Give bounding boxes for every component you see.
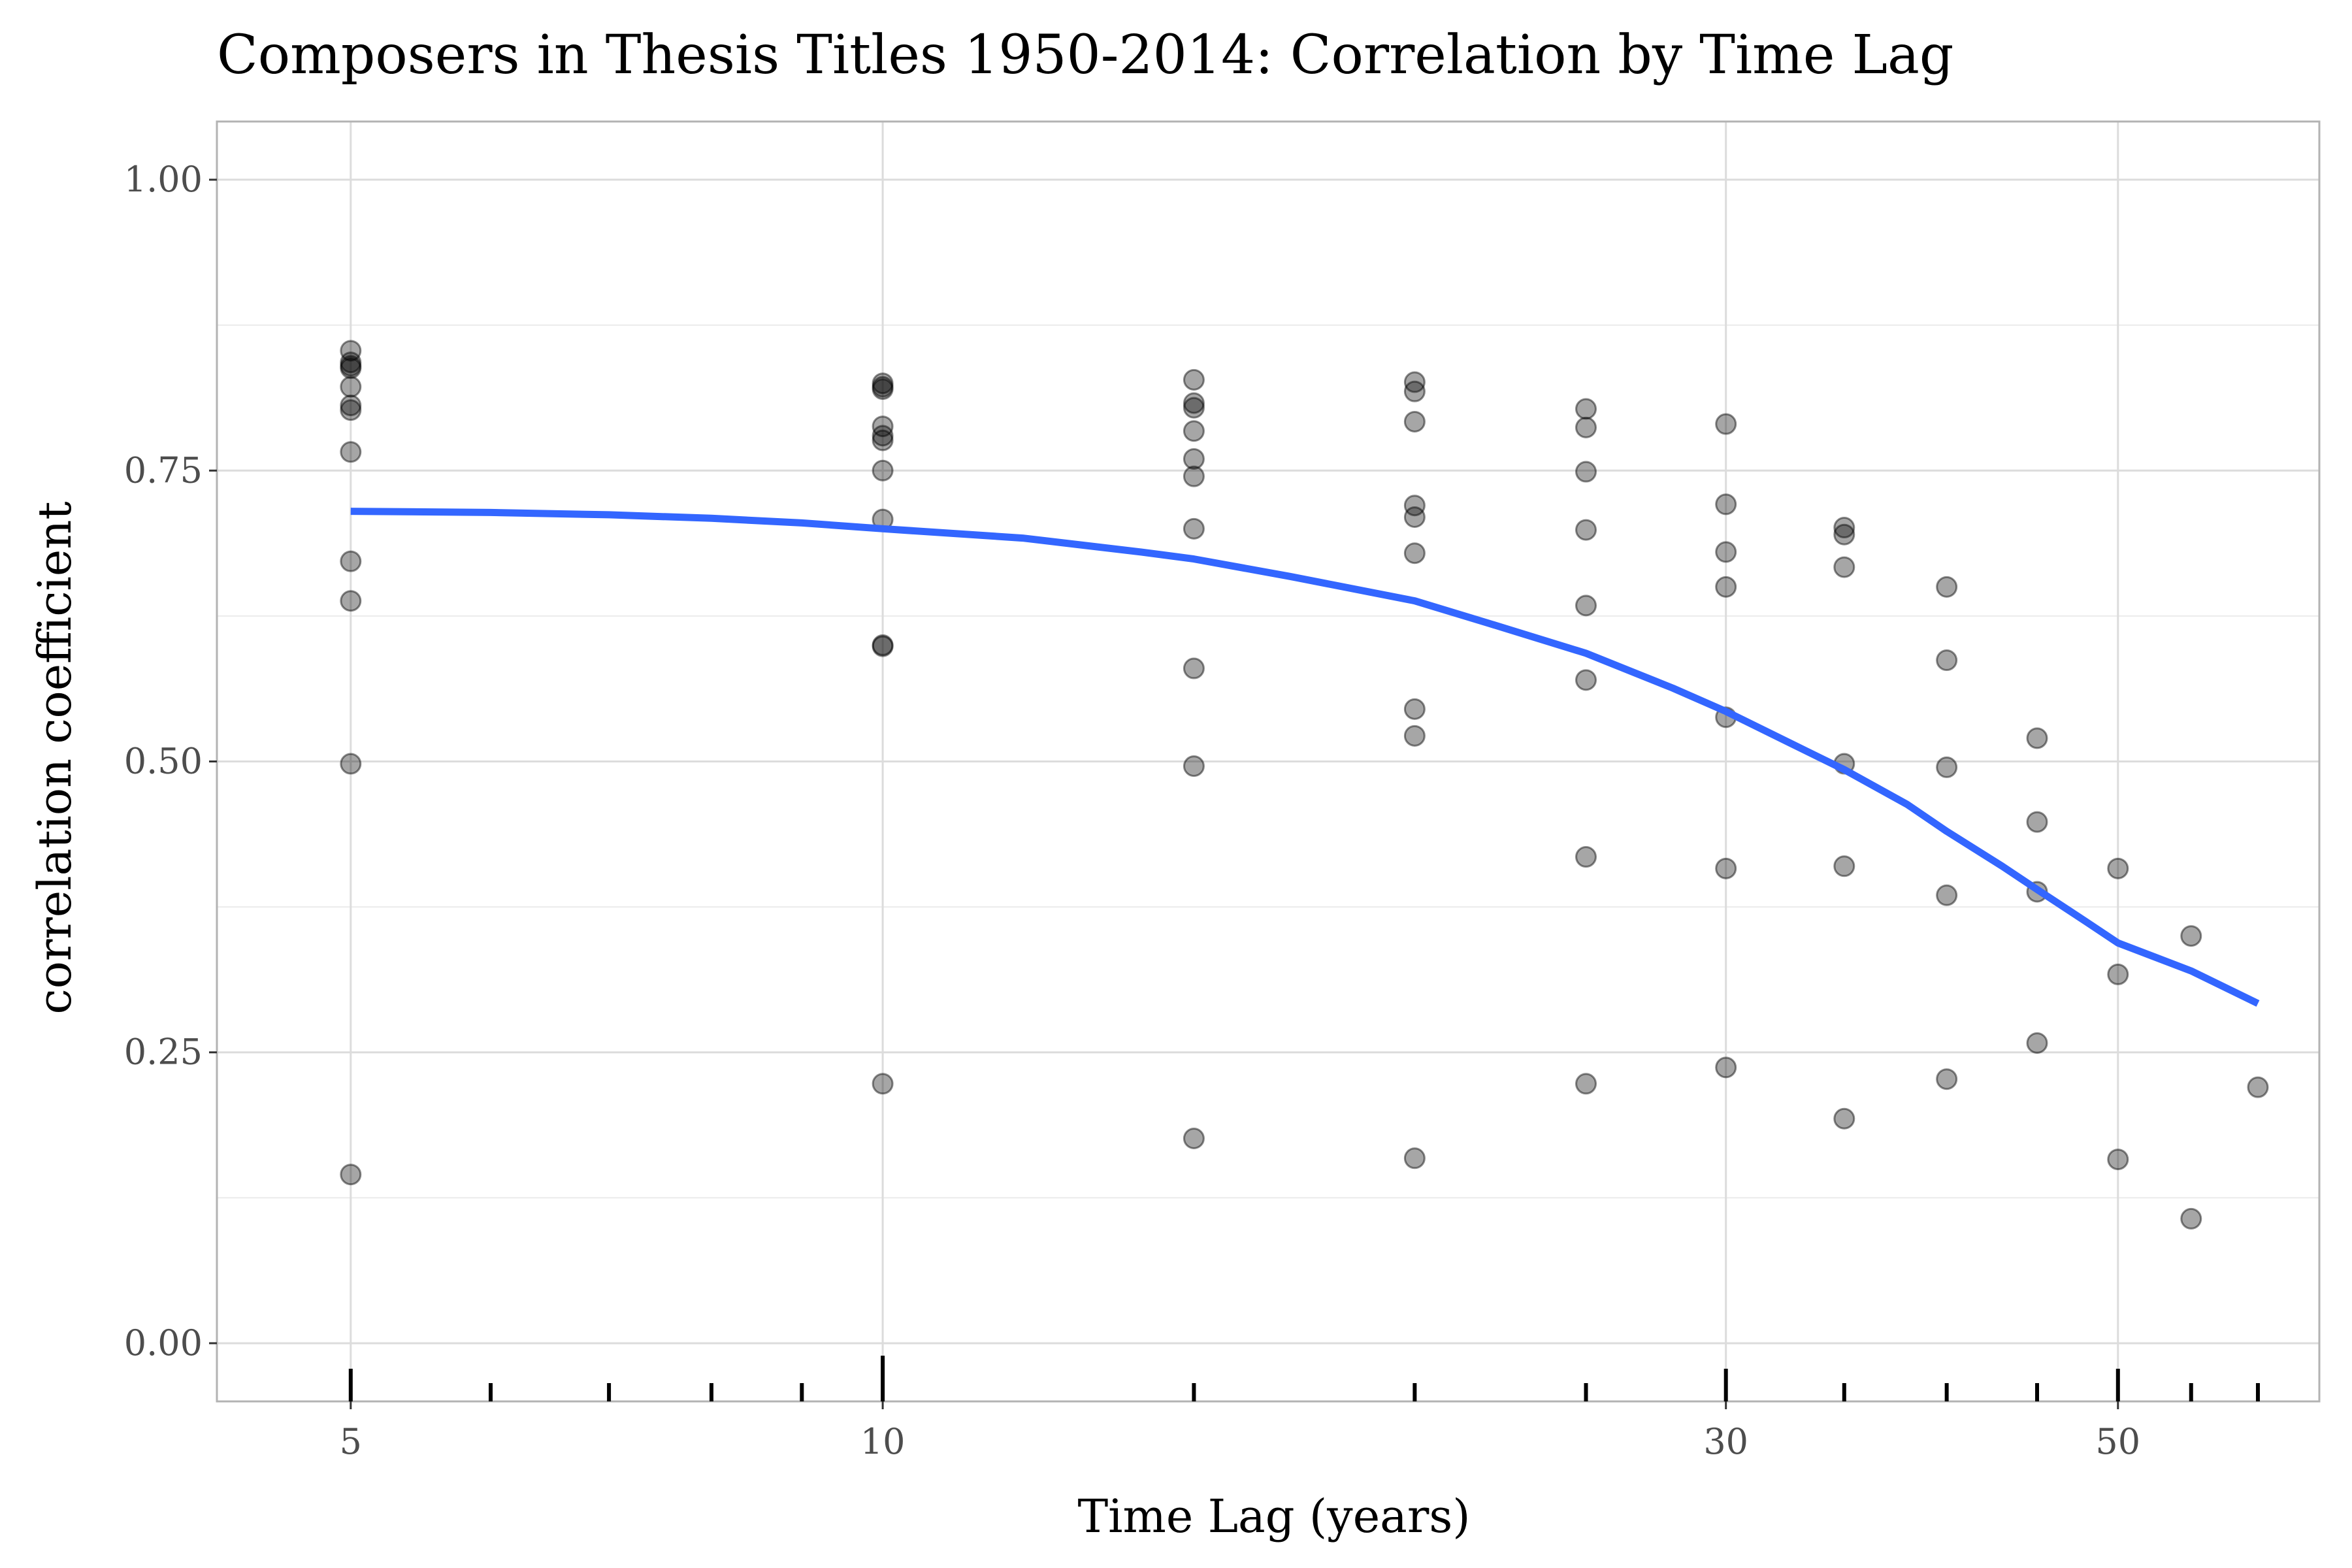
data-point — [1403, 371, 1426, 393]
data-point — [872, 372, 894, 395]
data-point — [2180, 1207, 2202, 1230]
data-point — [872, 635, 894, 657]
data-point — [872, 416, 894, 438]
data-point — [1715, 576, 1737, 598]
data-point — [1403, 1147, 1426, 1169]
data-point — [1936, 649, 1958, 672]
data-point — [1715, 541, 1737, 563]
data-point — [1183, 517, 1205, 540]
data-point — [1575, 461, 1597, 483]
data-point — [340, 550, 362, 572]
data-point — [2026, 811, 2048, 833]
y-axis-title: correlation coefficient — [28, 502, 82, 1015]
data-point — [340, 357, 362, 380]
x-tick-label: 50 — [2095, 1421, 2140, 1462]
data-point — [1183, 420, 1205, 442]
data-point — [872, 429, 894, 451]
data-point — [2107, 1149, 2129, 1171]
x-rug-ticks — [348, 1356, 2260, 1401]
x-tick-label: 5 — [340, 1421, 362, 1462]
data-point — [340, 395, 362, 417]
data-point — [340, 355, 362, 377]
data-point — [2107, 963, 2129, 985]
data-point — [1833, 1107, 1855, 1130]
data-point — [1575, 398, 1597, 420]
x-axis-title: Time Lag (years) — [1077, 1490, 1470, 1543]
x-axis: 5 10 30 50 — [340, 1401, 2140, 1462]
data-point — [1936, 756, 1958, 778]
data-point — [340, 351, 362, 374]
data-point — [340, 1164, 362, 1186]
data-point — [340, 441, 362, 463]
data-point — [1575, 416, 1597, 438]
data-point — [872, 634, 894, 656]
data-point — [1575, 519, 1597, 541]
grid-lines — [217, 122, 2319, 1401]
trend-line — [350, 508, 2260, 1007]
data-point — [1833, 556, 1855, 578]
data-point — [1183, 465, 1205, 487]
data-point — [2180, 925, 2202, 947]
x-tick-label: 10 — [860, 1421, 906, 1462]
data-point — [340, 399, 362, 421]
data-point — [1403, 506, 1426, 529]
data-point — [1715, 413, 1737, 435]
y-tick-label: 0.50 — [124, 741, 203, 782]
data-point — [1833, 855, 1855, 877]
data-point — [340, 590, 362, 612]
data-point — [872, 376, 894, 398]
data-point — [1183, 392, 1205, 414]
data-point — [2026, 727, 2048, 749]
data-point — [1575, 1073, 1597, 1095]
data-point — [1936, 884, 1958, 906]
data-point — [1183, 448, 1205, 470]
data-point — [1403, 725, 1426, 747]
data-point — [340, 753, 362, 775]
data-point — [1403, 410, 1426, 433]
data-point — [1403, 380, 1426, 402]
data-point — [1403, 698, 1426, 720]
data-point — [1403, 542, 1426, 564]
data-point — [872, 378, 894, 400]
y-axis: 0.00 0.25 0.50 0.75 1.00 — [124, 159, 217, 1364]
y-tick-label: 0.25 — [124, 1032, 203, 1073]
data-point — [1183, 657, 1205, 679]
data-point — [1575, 669, 1597, 691]
data-point — [1715, 857, 1737, 879]
data-point — [1183, 368, 1205, 391]
data-point — [1833, 523, 1855, 546]
data-point — [1183, 755, 1205, 777]
y-tick-label: 0.00 — [124, 1322, 203, 1364]
data-point — [1183, 397, 1205, 419]
data-point — [1936, 1068, 1958, 1090]
data-point — [1833, 517, 1855, 539]
data-point — [2107, 857, 2129, 879]
data-point — [340, 340, 362, 362]
data-point — [1575, 846, 1597, 868]
data-point — [872, 1073, 894, 1095]
data-point — [340, 376, 362, 398]
x-tick-label: 30 — [1703, 1421, 1748, 1462]
y-tick-label: 1.00 — [124, 159, 203, 200]
data-point — [1403, 495, 1426, 517]
data-point — [1575, 595, 1597, 617]
data-point — [1715, 493, 1737, 515]
chart-title: Composers in Thesis Titles 1950-2014: Co… — [217, 24, 1953, 86]
data-point — [1936, 576, 1958, 598]
data-point — [872, 459, 894, 482]
y-tick-label: 0.75 — [124, 449, 203, 491]
data-point — [872, 425, 894, 447]
data-point — [1183, 1128, 1205, 1150]
data-point — [2247, 1076, 2269, 1098]
data-point — [2026, 1032, 2048, 1054]
data-point — [1715, 1056, 1737, 1079]
scatter-points — [340, 340, 2269, 1230]
